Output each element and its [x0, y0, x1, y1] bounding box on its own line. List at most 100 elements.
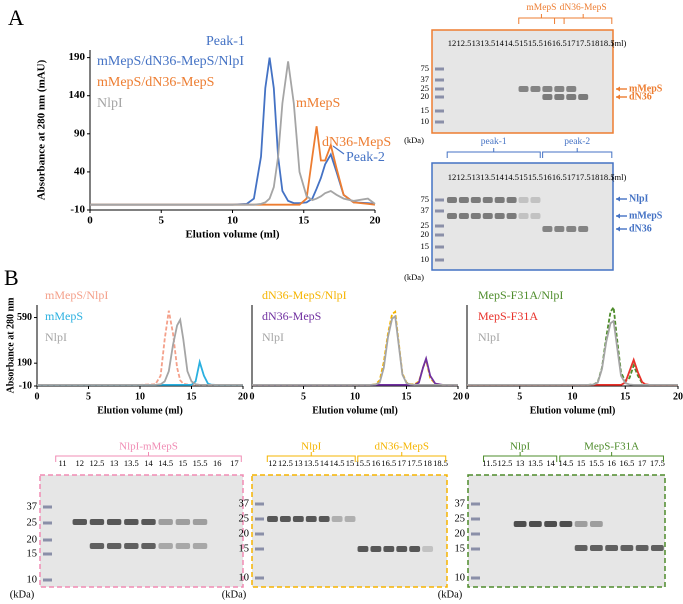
- protein-band: [530, 197, 541, 203]
- series-line: [252, 314, 458, 386]
- lane-label: 12.5: [456, 38, 471, 48]
- protein-band: [422, 546, 434, 552]
- unit-label: (kDa): [404, 272, 424, 282]
- marker-label: 20: [421, 91, 430, 101]
- protein-band: [318, 516, 330, 522]
- lane-label: 15.5: [356, 458, 371, 468]
- protein-band: [635, 545, 649, 551]
- protein-band: [106, 543, 122, 549]
- lane-label: 12.5: [278, 458, 293, 468]
- marker-band: [43, 552, 52, 556]
- panel-letter: B: [4, 265, 19, 290]
- y-tick-label: 590: [17, 312, 32, 323]
- protein-band: [344, 516, 356, 522]
- protein-band: [470, 213, 481, 219]
- lane-label: 14.5: [504, 38, 519, 48]
- lane-label: 16: [372, 458, 381, 468]
- lane-label: 17: [567, 172, 576, 182]
- protein-band: [158, 519, 173, 525]
- protein-band: [396, 546, 408, 552]
- x-tick-label: 15: [402, 391, 412, 402]
- marker-band: [435, 258, 444, 262]
- protein-band: [305, 516, 317, 522]
- gel-image: [431, 29, 614, 134]
- lane-label: 17: [638, 458, 647, 468]
- y-axis-label: Absorbance at 280 nm: [5, 297, 16, 394]
- series-line: [90, 61, 376, 206]
- lane-label: 15: [519, 38, 528, 48]
- marker-label: 10: [421, 116, 430, 126]
- lane-label: 18.5: [600, 38, 615, 48]
- band-label: mMepS: [629, 83, 663, 94]
- x-tick-label: 5: [301, 391, 306, 402]
- bracket: [518, 14, 565, 24]
- marker-label: 10: [239, 572, 250, 583]
- protein-band: [124, 519, 139, 525]
- legend-entry: NlpI: [262, 330, 284, 344]
- x-tick-label: 10: [227, 215, 239, 227]
- y-axis-label: Absorbance at 280 nm (mAU): [36, 59, 48, 200]
- x-tick-label: 15: [620, 391, 630, 402]
- marker-label: 25: [239, 513, 250, 524]
- marker-label: 10: [421, 254, 430, 264]
- protein-band: [554, 86, 565, 92]
- legend-entry: NlpI: [97, 96, 123, 111]
- marker-label: 20: [27, 534, 38, 545]
- x-tick-label: 20: [673, 391, 683, 402]
- lane-label: 17.5: [650, 458, 665, 468]
- protein-band: [89, 519, 105, 525]
- lane-label: 12: [76, 458, 85, 468]
- lane-label: 15.5: [528, 38, 543, 48]
- series-line: [37, 358, 243, 386]
- lane-label: 11.5: [482, 458, 497, 468]
- protein-band: [89, 543, 105, 549]
- protein-band: [494, 197, 505, 203]
- lane-label: 13: [472, 172, 481, 182]
- marker-band: [435, 87, 444, 91]
- marker-band: [43, 578, 52, 582]
- lane-label: 16.5: [552, 38, 567, 48]
- lane-label: 15: [179, 458, 188, 468]
- annotation-pointer: [332, 145, 345, 155]
- marker-band: [435, 95, 444, 99]
- unit-label: (kDa): [404, 135, 424, 145]
- lane-label: 12: [448, 38, 457, 48]
- lane-label: 12.5: [90, 458, 105, 468]
- lane-label: 18: [423, 458, 432, 468]
- series-line: [37, 317, 243, 386]
- lane-label: 17.5: [576, 38, 591, 48]
- protein-band: [141, 543, 156, 549]
- lane-label: 16.5: [619, 458, 634, 468]
- series-line: [467, 357, 678, 386]
- lane-label: 16.5: [381, 458, 396, 468]
- protein-band: [383, 546, 395, 552]
- protein-band: [192, 543, 208, 549]
- x-tick-label: 5: [86, 391, 91, 402]
- protein-band: [530, 86, 541, 92]
- lane-label: 14.5: [504, 172, 519, 182]
- lane-label: 13: [516, 458, 525, 468]
- protein-band: [544, 521, 558, 527]
- protein-band: [559, 521, 573, 527]
- bracket: [266, 452, 356, 462]
- protein-band: [267, 516, 278, 522]
- unit-label: (kDa): [222, 589, 247, 600]
- marker-band: [435, 224, 444, 228]
- marker-band: [435, 198, 444, 202]
- protein-band: [589, 545, 603, 551]
- lane-label: 17.5: [576, 172, 591, 182]
- lane-label: 17: [398, 458, 407, 468]
- gel-image: [251, 474, 448, 588]
- lane-label: 14.5: [558, 458, 573, 468]
- protein-band: [370, 546, 382, 552]
- protein-band: [513, 521, 527, 527]
- bracket: [483, 452, 558, 462]
- bracket-label: dN36-MepS: [375, 441, 429, 453]
- marker-label: 20: [455, 528, 466, 539]
- x-tick-label: 20: [370, 215, 382, 227]
- annotation: mMepS: [296, 96, 340, 111]
- bracket: [554, 14, 613, 24]
- unit-label: (kDa): [10, 589, 35, 600]
- protein-band: [554, 94, 565, 100]
- bracket-label: peak-2: [564, 137, 590, 147]
